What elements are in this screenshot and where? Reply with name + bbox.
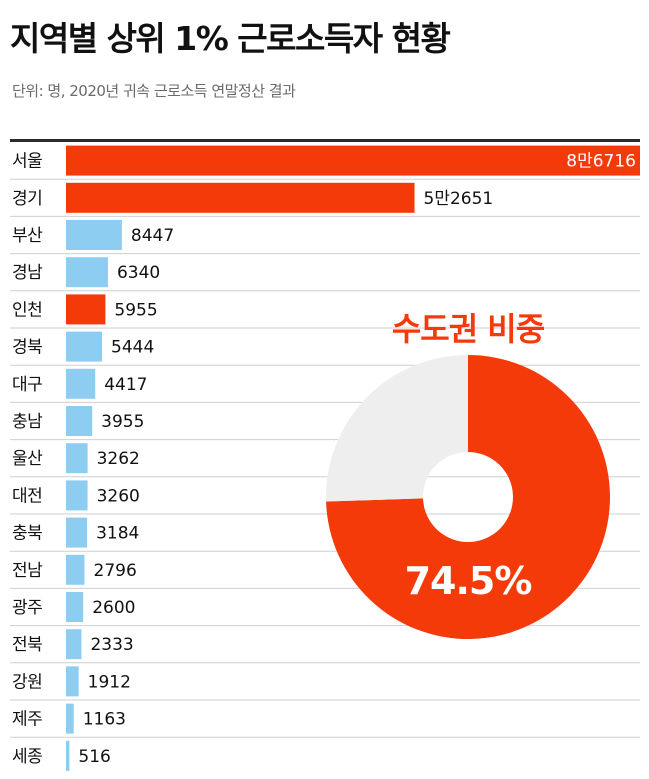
region-label: 전남 — [12, 561, 43, 581]
bar — [66, 406, 93, 436]
bar — [66, 592, 84, 622]
region-label: 서울 — [12, 152, 42, 172]
pie-slice-metro — [326, 355, 611, 639]
bar — [66, 666, 79, 697]
bar — [66, 740, 70, 771]
bar — [66, 443, 88, 474]
value-label: 2796 — [94, 561, 137, 581]
region-label: 울산 — [12, 449, 43, 469]
value-label: 6340 — [117, 263, 160, 283]
region-label: 대구 — [12, 375, 42, 395]
page-subtitle: 단위: 명, 2020년 귀속 근로소득 연말정산 결과 — [12, 82, 296, 100]
value-label: 3184 — [96, 524, 139, 544]
value-label: 3260 — [97, 486, 140, 506]
bar — [66, 629, 82, 660]
value-label: 3262 — [97, 449, 140, 469]
bar — [66, 182, 415, 213]
page-title: 지역별 상위 1% 근로소득자 현황 — [10, 19, 451, 58]
value-label: 4417 — [104, 375, 147, 395]
value-label: 1912 — [88, 672, 131, 692]
region-label: 대전 — [12, 486, 42, 506]
region-label: 제주 — [12, 710, 42, 730]
value-label: 2333 — [90, 635, 133, 655]
region-label: 충북 — [12, 524, 42, 544]
pie-title: 수도권 비중 — [392, 310, 545, 348]
region-label: 경북 — [12, 338, 42, 358]
header-divider — [10, 139, 640, 142]
bar — [66, 368, 96, 399]
value-label: 8447 — [131, 226, 174, 246]
value-label: 516 — [78, 747, 110, 767]
bar — [66, 220, 122, 250]
bar — [66, 294, 106, 325]
pie-value-label: 74.5% — [405, 559, 532, 603]
region-label: 광주 — [12, 598, 42, 618]
donut-chart: 수도권 비중 74.5% — [326, 310, 611, 639]
region-label: 세종 — [12, 747, 42, 767]
pie-slice-rest — [326, 355, 468, 502]
region-label: 충남 — [12, 412, 43, 432]
value-label: 1163 — [83, 710, 126, 730]
value-label: 8만6716 — [566, 152, 636, 172]
value-label: 2600 — [92, 598, 135, 618]
value-label: 5955 — [114, 300, 157, 320]
bar-rows: 서울 8만6716 경기 5만2651 부산 8447 경남 6340 인천 5955 경북 5444… — [10, 145, 640, 771]
region-label: 경기 — [12, 189, 42, 209]
region-label: 강원 — [12, 672, 42, 692]
value-label: 3955 — [101, 412, 144, 432]
bar — [66, 331, 103, 362]
bar — [66, 554, 85, 585]
bar — [66, 257, 108, 288]
value-label: 5만2651 — [424, 189, 494, 209]
bar — [66, 145, 640, 176]
bar — [66, 517, 88, 548]
region-label: 전북 — [12, 635, 42, 655]
region-label: 인천 — [12, 300, 42, 320]
bar — [66, 480, 88, 511]
region-label: 경남 — [12, 263, 43, 283]
bar — [66, 703, 74, 734]
region-label: 부산 — [12, 226, 43, 246]
value-label: 5444 — [111, 338, 154, 358]
